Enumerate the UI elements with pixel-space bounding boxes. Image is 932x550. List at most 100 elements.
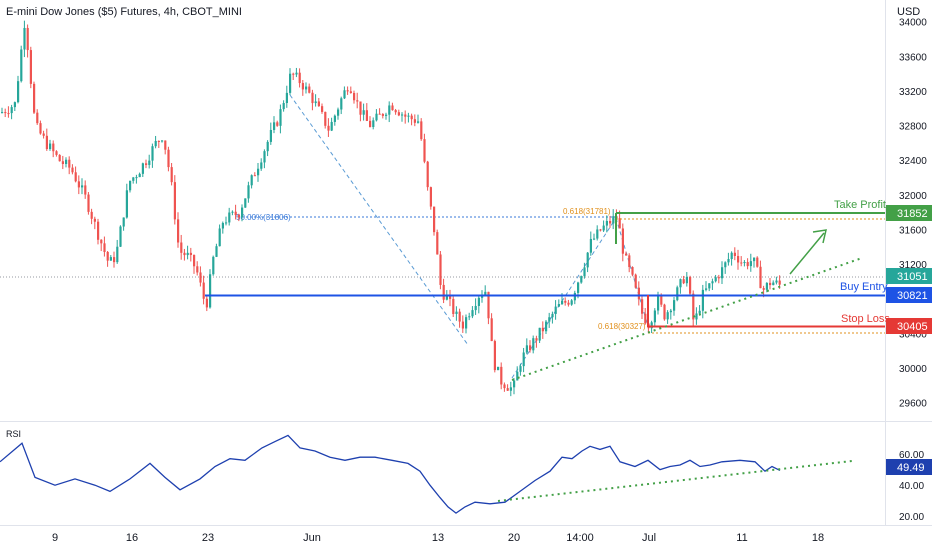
candle-body	[529, 345, 532, 351]
candle-body	[237, 215, 240, 218]
candle-body	[666, 312, 669, 320]
candle-body	[573, 292, 576, 301]
candle-body	[324, 111, 327, 126]
candle-body	[634, 274, 637, 288]
candle-body	[170, 167, 173, 183]
candle-body	[762, 288, 765, 290]
candle-body	[721, 267, 724, 279]
candles[interactable]	[1, 20, 781, 397]
candle-body	[775, 280, 778, 283]
rsi-value-tag	[886, 459, 932, 475]
candle-body	[218, 228, 221, 247]
candle-body	[186, 252, 189, 256]
candle-body	[154, 140, 157, 147]
candle-body	[276, 122, 279, 126]
candle-body	[340, 98, 343, 110]
candle-body	[596, 229, 599, 239]
candle-body	[93, 218, 96, 222]
candle-body	[215, 246, 218, 257]
candle-body	[621, 228, 624, 254]
candle-body	[87, 194, 90, 212]
candle-body	[116, 246, 119, 263]
candle-body	[125, 190, 128, 218]
candle-body	[337, 109, 340, 116]
candle-body	[516, 371, 519, 381]
candle-body	[756, 257, 759, 267]
candle-body	[737, 255, 740, 263]
candle-body	[583, 267, 586, 277]
candle-body	[493, 341, 496, 371]
stop-loss-label: Stop Loss	[841, 313, 890, 325]
candle-body	[314, 101, 317, 104]
time-axis[interactable]: 9 16 23 Jun 13 20 14:00 Jul 11 18	[52, 532, 824, 544]
candle-body	[513, 380, 516, 388]
candle-body	[228, 212, 231, 223]
candle-body	[173, 182, 176, 220]
target-arrow-head	[812, 229, 827, 244]
candle-body	[151, 146, 154, 161]
candle-body	[609, 220, 612, 224]
candle-body	[282, 103, 285, 110]
candle-body	[353, 92, 356, 101]
candle-body	[7, 113, 10, 115]
candle-body	[660, 296, 663, 305]
candle-body	[429, 187, 432, 207]
candle-body	[231, 211, 234, 213]
candle-body	[221, 222, 224, 229]
candle-body	[359, 101, 362, 115]
candle-body	[769, 282, 772, 286]
candle-body	[676, 287, 679, 301]
candle-body	[52, 143, 55, 152]
candle-body	[637, 287, 640, 300]
candle-body	[452, 298, 455, 314]
candle-body	[663, 304, 666, 320]
candle-body	[10, 107, 13, 114]
candle-body	[225, 222, 228, 224]
candle-body	[564, 300, 567, 303]
candle-body	[548, 317, 551, 322]
candle-body	[455, 311, 458, 314]
candle-body	[157, 140, 160, 142]
candle-body	[394, 110, 397, 113]
candle-body	[474, 305, 477, 311]
candle-body	[471, 310, 474, 317]
candle-body	[519, 366, 522, 372]
candle-body	[612, 216, 615, 224]
candle-body	[772, 282, 775, 286]
rsi-axis[interactable]: 20.00 40.00 60.00	[899, 450, 924, 523]
tp-price-text: 31852	[897, 208, 928, 220]
candle-body	[618, 218, 621, 229]
candle-body	[26, 27, 29, 51]
candle-body	[295, 72, 298, 75]
candle-body	[244, 198, 247, 208]
candle-body	[23, 27, 26, 50]
candle-body	[506, 388, 509, 391]
candle-body	[711, 281, 714, 284]
candle-body	[477, 297, 480, 306]
candle-body	[449, 296, 452, 299]
candle-body	[705, 288, 708, 290]
fib-diagonal-line	[289, 94, 469, 346]
candle-body	[381, 114, 384, 116]
candle-body	[129, 180, 132, 191]
candle-body	[413, 119, 416, 123]
time-tick-label: 18	[812, 532, 824, 544]
candle-body	[727, 259, 730, 263]
candle-body	[100, 239, 103, 244]
candle-body	[695, 313, 698, 320]
candle-body	[439, 254, 442, 285]
candle-body	[682, 279, 685, 284]
candle-body	[106, 251, 109, 261]
candle-body	[657, 296, 660, 311]
candle-body	[193, 255, 196, 267]
candle-body	[509, 387, 512, 391]
trend-line[interactable]	[511, 257, 863, 381]
price-tick-label: 30000	[899, 364, 927, 375]
candle-body	[689, 277, 692, 294]
candle-body	[138, 173, 141, 178]
candle-body	[589, 238, 592, 253]
price-tick-label: 33200	[899, 87, 927, 98]
candle-body	[369, 120, 372, 128]
fib-diagonal-line-2	[511, 217, 617, 379]
